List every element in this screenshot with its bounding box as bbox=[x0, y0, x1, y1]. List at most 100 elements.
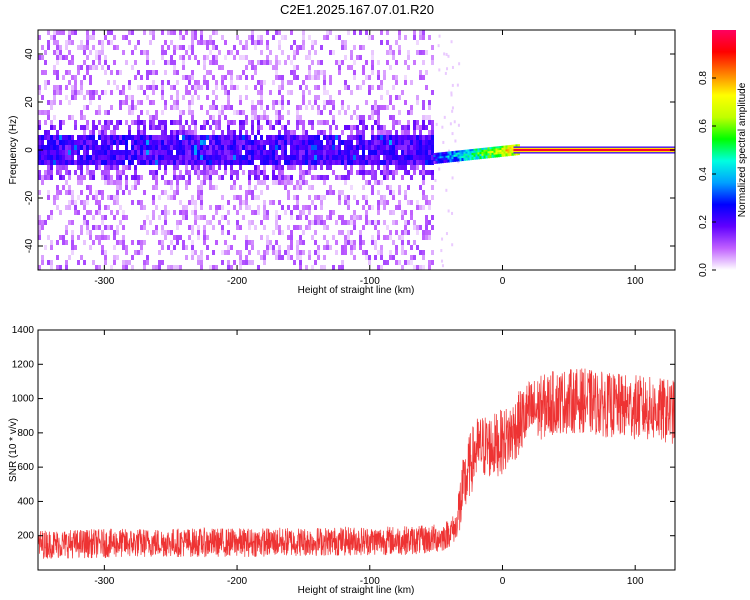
heatmap-cell bbox=[140, 240, 143, 245]
heatmap-cell bbox=[407, 240, 410, 245]
colorbar: 0.00.20.40.60.8 Normalized spectral ampl… bbox=[698, 30, 748, 277]
heatmap-cell bbox=[122, 215, 125, 220]
heatmap-cell bbox=[47, 150, 50, 155]
heatmap-cell bbox=[451, 155, 454, 159]
heatmap-cell bbox=[77, 235, 80, 240]
heatmap-cell bbox=[176, 220, 179, 225]
heatmap-cell bbox=[302, 155, 305, 160]
heatmap-cell bbox=[221, 230, 224, 235]
heatmap-cell bbox=[89, 95, 92, 100]
heatmap-cell bbox=[113, 80, 116, 85]
heatmap-cell bbox=[101, 40, 104, 45]
heatmap-cell bbox=[341, 260, 344, 265]
heatmap-cell bbox=[53, 65, 56, 70]
heatmap-cell bbox=[359, 115, 362, 120]
heatmap-cell bbox=[92, 120, 95, 125]
heatmap-cell bbox=[149, 40, 152, 45]
heatmap-cell bbox=[137, 100, 140, 105]
heatmap-cell bbox=[143, 155, 146, 160]
heatmap-cell bbox=[71, 200, 74, 205]
heatmap-cell bbox=[497, 146, 500, 150]
heatmap-cell bbox=[445, 151, 448, 155]
heatmap-cell bbox=[215, 55, 218, 60]
heatmap-cell bbox=[200, 215, 203, 220]
heatmap-cell bbox=[410, 155, 413, 160]
heatmap-cell bbox=[371, 165, 374, 170]
heatmap-cell bbox=[38, 125, 41, 130]
heatmap-cell bbox=[188, 150, 191, 155]
heatmap-cell bbox=[53, 95, 56, 100]
heatmap-cell bbox=[507, 151, 510, 155]
heatmap-cell bbox=[89, 90, 92, 95]
heatmap-cell bbox=[483, 151, 486, 155]
heatmap-cell bbox=[80, 225, 83, 230]
heatmap-cell bbox=[353, 60, 356, 65]
heatmap-cell bbox=[296, 140, 299, 145]
heatmap-cell bbox=[383, 135, 386, 140]
heatmap-cell bbox=[450, 93, 453, 97]
heatmap-cell bbox=[248, 155, 251, 160]
heatmap-cell bbox=[293, 155, 296, 160]
heatmap-cell bbox=[281, 75, 284, 80]
heatmap-cell bbox=[335, 150, 338, 155]
heatmap-cell bbox=[359, 235, 362, 240]
heatmap-cell bbox=[371, 190, 374, 195]
heatmap-cell bbox=[404, 190, 407, 195]
heatmap-cell bbox=[98, 105, 101, 110]
heatmap-cell bbox=[371, 110, 374, 115]
heatmap-cell bbox=[465, 155, 468, 159]
heatmap-cell bbox=[215, 125, 218, 130]
heatmap-cell bbox=[176, 235, 179, 240]
heatmap-cell bbox=[359, 55, 362, 60]
heatmap-cell bbox=[164, 100, 167, 105]
heatmap-cell bbox=[410, 150, 413, 155]
heatmap-cell bbox=[116, 160, 119, 165]
heatmap-cell bbox=[200, 85, 203, 90]
heatmap-cell bbox=[314, 230, 317, 235]
heatmap-cell bbox=[275, 110, 278, 115]
heatmap-cell bbox=[86, 200, 89, 205]
heatmap-cell bbox=[435, 158, 438, 162]
heatmap-cell bbox=[227, 70, 230, 75]
heatmap-cell bbox=[284, 150, 287, 155]
heatmap-cell bbox=[194, 30, 197, 35]
heatmap-cell bbox=[95, 125, 98, 130]
heatmap-cell bbox=[50, 145, 53, 150]
heatmap-cell bbox=[308, 120, 311, 125]
heatmap-cell bbox=[350, 65, 353, 70]
heatmap-cell bbox=[299, 140, 302, 145]
heatmap-cell bbox=[125, 180, 128, 185]
heatmap-cell bbox=[416, 150, 419, 155]
heatmap-cell bbox=[511, 150, 514, 154]
heatmap-cell bbox=[224, 115, 227, 120]
heatmap-cell bbox=[296, 110, 299, 115]
heatmap-cell bbox=[203, 60, 206, 65]
heatmap-cell bbox=[242, 125, 245, 130]
heatmap-cell bbox=[47, 195, 50, 200]
heatmap-cell bbox=[245, 245, 248, 250]
heatmap-cell bbox=[311, 200, 314, 205]
heatmap-cell bbox=[329, 95, 332, 100]
heatmap-cell bbox=[182, 160, 185, 165]
heatmap-cell bbox=[47, 40, 50, 45]
heatmap-cell bbox=[41, 135, 44, 140]
heatmap-cell bbox=[215, 30, 218, 35]
heatmap-cell bbox=[323, 145, 326, 150]
heatmap-cell bbox=[173, 70, 176, 75]
heatmap-cell bbox=[275, 225, 278, 230]
heatmap-cell bbox=[89, 190, 92, 195]
heatmap-cell bbox=[242, 120, 245, 125]
heatmap-cell bbox=[266, 185, 269, 190]
heatmap-cell bbox=[143, 225, 146, 230]
heatmap-cell bbox=[113, 155, 116, 160]
heatmap-cell bbox=[110, 105, 113, 110]
heatmap-cell bbox=[191, 135, 194, 140]
heatmap-cell bbox=[443, 153, 446, 157]
heatmap-cell bbox=[254, 195, 257, 200]
heatmap-cell bbox=[53, 70, 56, 75]
heatmap-cell bbox=[239, 195, 242, 200]
heatmap-cell bbox=[176, 160, 179, 165]
heatmap-cell bbox=[368, 255, 371, 260]
heatmap-cell bbox=[161, 260, 164, 265]
heatmap-cell bbox=[59, 85, 62, 90]
